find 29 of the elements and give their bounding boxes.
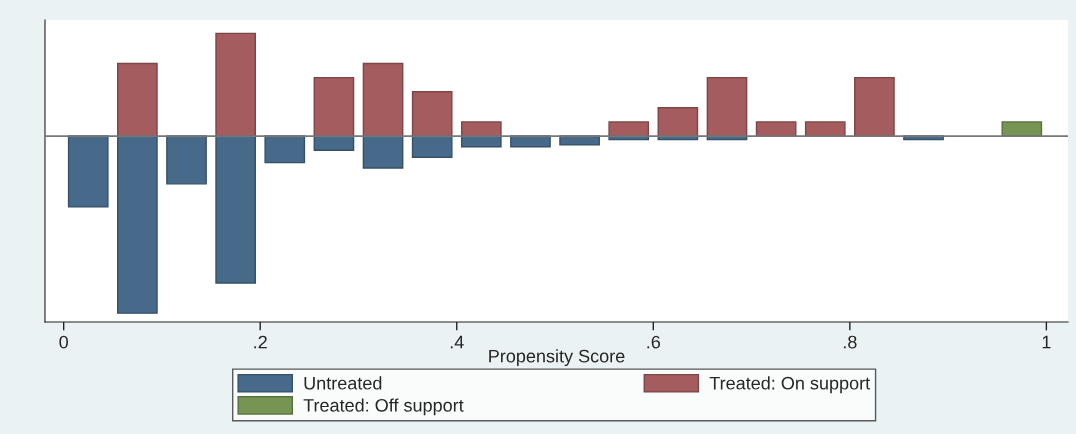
bar: [460, 121, 502, 137]
legend-label: Treated: On support: [709, 376, 871, 394]
bar: [804, 121, 846, 137]
x-axis-title: Propensity Score: [489, 349, 625, 367]
bar: [657, 107, 699, 137]
x-tick-label: 0: [59, 335, 68, 349]
legend-label: Untreated: [304, 376, 382, 390]
bar: [166, 135, 207, 185]
bar: [117, 135, 158, 314]
bar: [117, 62, 158, 137]
x-tick-label: .6: [647, 335, 661, 349]
bar: [706, 76, 748, 137]
bar: [215, 135, 256, 284]
bar: [1001, 121, 1043, 137]
bar: [215, 32, 256, 137]
bar: [608, 121, 650, 137]
bar: [854, 76, 895, 137]
bar: [313, 76, 355, 137]
bar: [362, 62, 404, 137]
x-tick-label: .8: [843, 335, 857, 349]
bar: [362, 135, 404, 169]
x-tick-label: 1: [1042, 335, 1051, 349]
bar: [67, 135, 109, 208]
x-tick-label: .2: [254, 335, 267, 349]
bar: [411, 91, 453, 137]
x-tick-label: .4: [450, 335, 464, 349]
legend-label: Treated: Off support: [303, 398, 464, 416]
bar: [264, 135, 306, 164]
bar: [411, 135, 453, 159]
